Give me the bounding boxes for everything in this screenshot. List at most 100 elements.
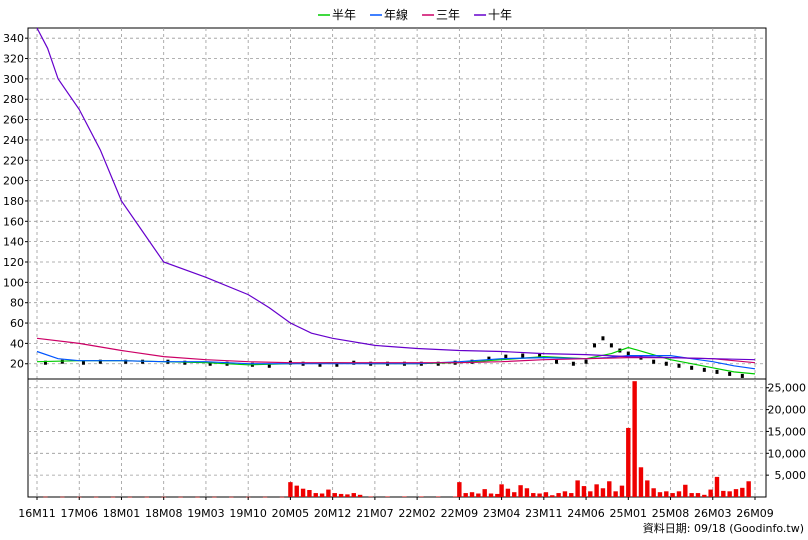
candle-29	[571, 361, 575, 366]
volume-bar-32	[452, 496, 458, 498]
volume-bar-58	[613, 491, 618, 497]
candle-41	[702, 367, 706, 372]
price-tick-label-11: 240	[3, 134, 24, 147]
legend: 半年 年線 三年 十年	[318, 7, 512, 22]
price-tick-label-0: 20	[10, 358, 24, 371]
candle-42	[715, 369, 719, 374]
x-tick-label-10: 22M09	[441, 507, 479, 520]
volume-bar-69	[683, 484, 688, 497]
candle-11	[267, 363, 271, 368]
volume-bar-59	[619, 485, 625, 497]
price-tick-label-3: 80	[10, 297, 24, 310]
price-tick-label-4: 100	[3, 276, 24, 289]
volume-bar-75	[721, 490, 726, 497]
volume-bar-41	[505, 488, 511, 497]
volume-bar-19	[313, 493, 318, 497]
x-tick-label-16: 26M03	[694, 507, 732, 520]
volume-bar-76	[727, 491, 732, 497]
x-axis: 16M11 17M06 18M01 18M08 19M03 19M10 20M05 20M12…	[18, 497, 774, 520]
series-line-3	[36, 27, 756, 361]
volume-bar-16	[294, 485, 299, 497]
volume-bar-64	[651, 488, 656, 497]
volume-bar-4	[110, 496, 116, 498]
volume-bar-15	[288, 482, 293, 497]
volume-bar-38	[488, 493, 494, 497]
volume-bar-21	[326, 489, 331, 497]
volume-bar-48	[550, 495, 555, 497]
candle-0	[43, 360, 47, 365]
volume-bar-42	[512, 492, 517, 497]
vol-tick-label-4: 25,000	[768, 382, 807, 395]
volume-bar-68	[676, 491, 682, 497]
price-tick-label-12: 260	[3, 114, 24, 127]
volume-bar-31	[436, 496, 441, 498]
volume-bar-34	[463, 493, 468, 497]
x-tick-label-5: 19M10	[229, 507, 267, 520]
volume-bar-20	[319, 493, 325, 497]
volume-bar-72	[702, 494, 707, 497]
price-tick-label-10: 220	[3, 154, 24, 167]
candle-28	[554, 359, 558, 364]
volume-bar-11	[229, 496, 234, 498]
volume-bar-35	[469, 492, 475, 497]
volume-bar-24	[345, 494, 350, 497]
price-tick-label-16: 340	[3, 32, 24, 45]
candle-44	[740, 373, 744, 378]
x-tick-label-8: 21M07	[356, 507, 394, 520]
series-line-2	[36, 337, 756, 364]
x-tick-label-15: 25M08	[652, 507, 690, 520]
price-tick-label-1: 40	[10, 337, 24, 350]
volume-bar-28	[385, 496, 390, 498]
candle-43	[728, 371, 732, 376]
volume-bar-71	[695, 493, 701, 497]
legend-label-3: 十年	[488, 8, 512, 22]
volume-bar-65	[657, 492, 663, 497]
volume-bar-44	[524, 488, 530, 497]
legend-label-0: 半年	[332, 8, 356, 22]
volume-bar-3	[93, 496, 99, 498]
candle-24	[487, 356, 491, 361]
x-tick-label-1: 17M06	[60, 507, 98, 520]
volume-bar-33	[457, 482, 462, 497]
volume-bar-30	[419, 496, 424, 498]
volume-bar-74	[714, 476, 720, 497]
data-date-footer: 資料日期: 09/18 (Goodinfo.tw)	[643, 521, 804, 535]
volume-bar-53	[581, 486, 587, 497]
volume-bar-47	[543, 492, 549, 497]
price-tick-label-7: 160	[3, 215, 24, 228]
price-tick-label-9: 200	[3, 175, 24, 188]
volume-bar-66	[664, 491, 669, 497]
volume-grid	[28, 379, 766, 497]
x-tick-label-9: 22M02	[398, 507, 436, 520]
candle-39	[677, 363, 681, 368]
x-tick-label-6: 20M05	[272, 507, 310, 520]
x-tick-label-3: 18M08	[145, 507, 183, 520]
volume-bar-50	[562, 491, 568, 497]
candle-37	[652, 359, 656, 364]
x-tick-label-2: 18M01	[103, 507, 141, 520]
volume-bar-39	[495, 493, 500, 497]
vol-tick-label-1: 10,000	[768, 447, 807, 460]
candle-40	[690, 365, 694, 370]
x-tick-label-11: 23M04	[483, 507, 521, 520]
vol-tick-label-3: 20,000	[768, 404, 807, 417]
volume-bar-56	[600, 488, 606, 497]
candle-33	[609, 343, 613, 348]
volume-bar-67	[670, 493, 675, 497]
vol-tick-label-2: 15,000	[768, 425, 807, 438]
volume-bar-60	[626, 427, 631, 497]
volume-bar-61	[632, 381, 637, 497]
candle-31	[593, 343, 597, 348]
price-axis: 20 40 60 80 100 120 140 160 180 200 220 240 260 280 30…	[3, 32, 28, 371]
legend-label-2: 三年	[436, 8, 460, 22]
volume-bar-0	[43, 496, 48, 498]
volume-axis: 5,000 10,000 15,000 20,000 25,000	[766, 382, 806, 482]
volume-bar-10	[212, 496, 217, 498]
vol-tick-label-0: 5,000	[775, 469, 807, 482]
x-tick-label-4: 19M03	[187, 507, 225, 520]
volume-bar-43	[518, 485, 523, 497]
x-tick-label-12: 23M11	[525, 507, 563, 520]
volume-bar-52	[575, 480, 580, 497]
candle-14	[318, 362, 322, 367]
